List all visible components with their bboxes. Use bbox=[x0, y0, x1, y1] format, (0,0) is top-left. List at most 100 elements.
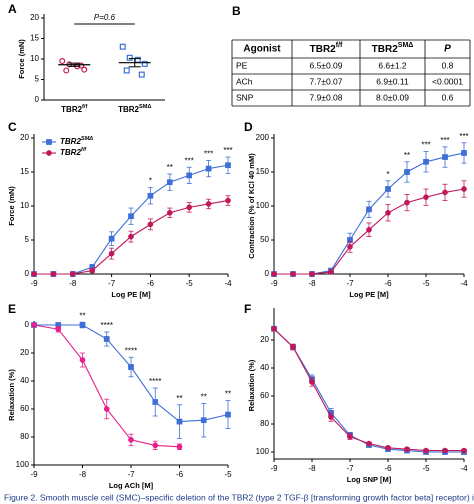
y-tick-label: 80 bbox=[20, 432, 29, 441]
x-tick-label: -6 bbox=[176, 470, 184, 479]
legend-label-main: TBR2 bbox=[60, 148, 81, 157]
x-tick-label: -8 bbox=[308, 279, 316, 288]
significance: ** bbox=[404, 151, 410, 160]
y-tick-label: 15 bbox=[30, 34, 39, 43]
marker bbox=[78, 62, 85, 69]
marker bbox=[79, 357, 86, 363]
y-tick-label: 20 bbox=[20, 133, 29, 142]
y-tick-label: 20 bbox=[260, 335, 269, 344]
significance: **** bbox=[101, 321, 113, 330]
marker bbox=[152, 442, 159, 449]
table-cell: PE bbox=[236, 60, 248, 70]
marker bbox=[103, 406, 110, 412]
y-tick-label: 100 bbox=[256, 447, 270, 456]
significance: **** bbox=[149, 377, 161, 386]
marker bbox=[166, 179, 173, 186]
marker bbox=[385, 444, 391, 451]
y-tick-label: 80 bbox=[260, 419, 269, 428]
x-tick-label: -6 bbox=[384, 279, 392, 288]
marker bbox=[423, 158, 429, 165]
marker bbox=[205, 165, 212, 172]
marker bbox=[108, 235, 115, 242]
significance: *** bbox=[223, 146, 232, 155]
p-annotation: P=0.6 bbox=[94, 13, 116, 22]
x-tick-label: -6 bbox=[147, 279, 155, 288]
panel-label: F bbox=[244, 302, 251, 316]
table-header: Agonist bbox=[243, 44, 281, 55]
significance: *** bbox=[185, 156, 194, 165]
marker bbox=[176, 443, 183, 450]
significance: *** bbox=[459, 132, 468, 141]
marker bbox=[442, 447, 448, 454]
marker bbox=[442, 154, 448, 160]
legend-label: TBR2f/f bbox=[60, 147, 87, 157]
marker bbox=[200, 417, 207, 424]
series-line bbox=[273, 328, 464, 453]
x-tick-label: -9 bbox=[270, 279, 278, 288]
y-tick-label: 100 bbox=[256, 201, 270, 210]
y-tick-label: 50 bbox=[260, 235, 269, 244]
table-header-sup: f/f bbox=[336, 42, 343, 49]
marker bbox=[225, 162, 231, 169]
y-tick-label: 0 bbox=[25, 320, 30, 329]
x-tick-label: -7 bbox=[346, 464, 354, 473]
marker bbox=[423, 447, 429, 454]
significance: ** bbox=[79, 311, 85, 320]
significance: ** bbox=[167, 163, 173, 172]
marker bbox=[423, 194, 429, 201]
legend-label-main: TBR2 bbox=[60, 137, 81, 146]
table-cell: ACh bbox=[236, 76, 253, 86]
y-tick-label: 0 bbox=[35, 95, 40, 104]
significance: ** bbox=[225, 390, 231, 399]
x-tick-label: -7 bbox=[346, 279, 354, 288]
marker bbox=[290, 344, 296, 350]
y-axis-label: Relaxation (%) bbox=[247, 359, 256, 411]
table-cell: 7.7±0.07 bbox=[309, 76, 342, 86]
marker bbox=[461, 447, 467, 454]
marker bbox=[366, 206, 372, 213]
x-tick-label: -5 bbox=[422, 279, 430, 288]
x-tick-label: -4 bbox=[224, 279, 232, 288]
x-axis-label: Log PE [M] bbox=[349, 290, 389, 299]
marker bbox=[290, 271, 296, 277]
caption: Figure 2. Smooth muscle cell (SMC)–speci… bbox=[4, 492, 474, 502]
marker bbox=[385, 186, 391, 192]
marker bbox=[128, 364, 134, 370]
marker bbox=[442, 189, 448, 196]
x-tick-label: -6 bbox=[384, 464, 392, 473]
x-tick-label-main: TBR2 bbox=[118, 105, 139, 114]
marker bbox=[89, 267, 96, 274]
x-axis-label: Log PE [M] bbox=[111, 290, 151, 299]
marker bbox=[108, 250, 115, 257]
table-cell: <0.0001 bbox=[432, 76, 463, 86]
marker bbox=[46, 150, 52, 156]
significance: *** bbox=[440, 136, 449, 145]
marker bbox=[366, 440, 372, 447]
y-tick-label: 40 bbox=[260, 363, 269, 372]
x-tick-label: -9 bbox=[30, 279, 38, 288]
table-header: TBR2f/f bbox=[310, 42, 343, 54]
panel-label: C bbox=[8, 120, 17, 134]
marker bbox=[166, 209, 173, 216]
y-tick-label: 0 bbox=[25, 269, 30, 278]
marker bbox=[271, 271, 277, 277]
x-tick-label: -8 bbox=[79, 470, 87, 479]
marker bbox=[404, 446, 410, 453]
x-tick-label: -9 bbox=[270, 464, 278, 473]
table-header: TBR2SMΔ bbox=[372, 42, 414, 54]
panel-label: E bbox=[8, 302, 16, 316]
marker bbox=[126, 54, 133, 61]
y-tick-label: 15 bbox=[20, 167, 29, 176]
marker bbox=[119, 43, 126, 50]
y-axis-label: Force (mN) bbox=[17, 39, 26, 79]
marker bbox=[461, 150, 467, 156]
legend-label: TBR2SMΔ bbox=[60, 136, 93, 146]
marker bbox=[328, 269, 334, 275]
legend-label-sup: SMΔ bbox=[81, 136, 93, 142]
marker bbox=[79, 322, 86, 328]
significance: ** bbox=[201, 393, 207, 402]
marker bbox=[69, 271, 76, 277]
significance: *** bbox=[204, 150, 213, 159]
x-tick-label: -7 bbox=[127, 470, 135, 479]
